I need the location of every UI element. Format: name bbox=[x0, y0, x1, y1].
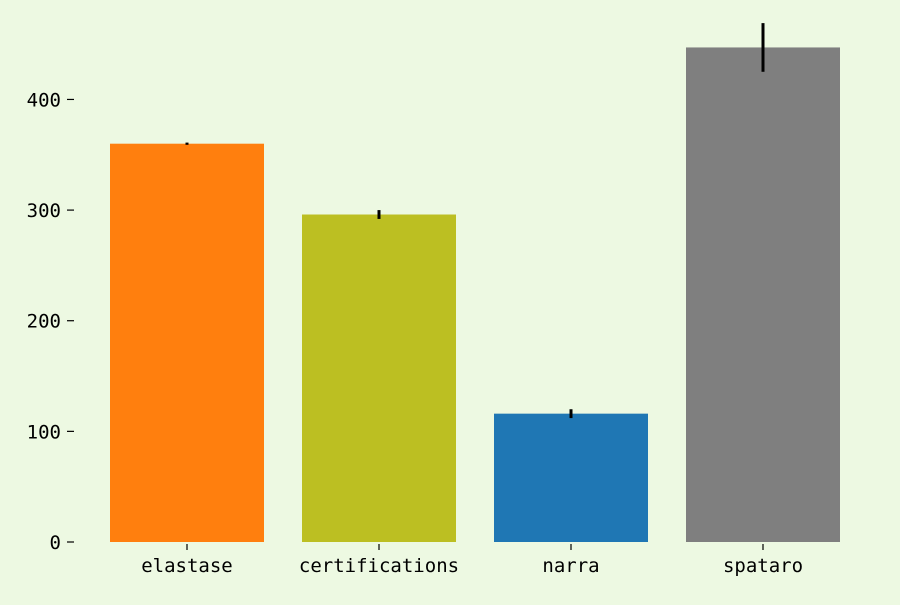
y-tick-label: 300 bbox=[27, 200, 61, 222]
bars bbox=[110, 47, 840, 543]
y-tick-label: 200 bbox=[27, 311, 61, 333]
x-axis: elastase certifications narra spataro bbox=[141, 544, 803, 577]
y-axis: 0 100 200 300 400 bbox=[27, 89, 74, 554]
y-tick-label: 100 bbox=[27, 421, 61, 443]
x-tick-label: narra bbox=[542, 555, 599, 577]
y-tick-label: 400 bbox=[27, 89, 61, 111]
bar-certifications bbox=[302, 214, 456, 543]
x-tick-label: spataro bbox=[723, 555, 803, 577]
x-tick-label: certifications bbox=[299, 555, 459, 577]
bar-elastase bbox=[110, 143, 264, 542]
bar-narra bbox=[494, 413, 648, 542]
x-tick-label: elastase bbox=[141, 555, 233, 577]
bar-spataro bbox=[686, 47, 840, 542]
error-bars bbox=[185, 23, 765, 419]
y-tick-label: 0 bbox=[50, 532, 61, 554]
